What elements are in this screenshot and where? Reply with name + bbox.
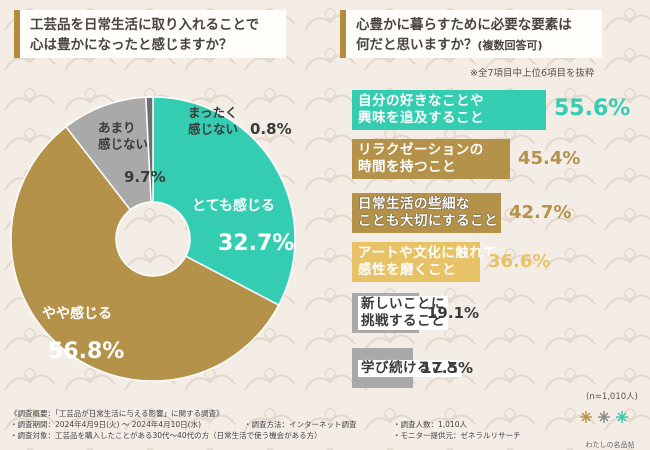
pie-value-2: 9.7%: [124, 168, 166, 186]
footer-period: ・調査期間：2024年4月9日(火) ～ 2024年4月10日(水): [10, 420, 202, 429]
pie-value-1: 56.8%: [48, 339, 124, 364]
pie-slice-0: [152, 96, 296, 307]
bar-label-1: リラクゼーションの 時間を持つこと: [358, 142, 484, 175]
brand-logo: わたしの名品帖: [580, 410, 640, 450]
bar-value-4: 19.1%: [427, 303, 480, 322]
brand-logo-text: わたしの名品帖: [585, 441, 635, 449]
bar-value-5: 17.5%: [421, 358, 474, 377]
left-question-text: 工芸品を日常生活に取り入れることで 心は豊かになったと感じますか？: [30, 17, 260, 53]
pie-label-3: まったく感じない: [188, 105, 238, 137]
footer-target: ・調査対象：工芸品を購入したことがある30代～40代の方（日常生活で使う機会があ…: [10, 431, 322, 440]
bar-row: アートや文化に触れて 感性を磨くこと 36.6%: [352, 242, 620, 282]
right-question-line1: 心豊かに暮らすために必要な要素は: [356, 17, 572, 33]
pie-label-1: やや感じる: [42, 305, 112, 322]
bar-3: [352, 242, 480, 282]
bar-value-2: 42.7%: [509, 201, 572, 223]
bar-label-0: 自分の好きなことや 興味を追及すること: [358, 93, 484, 126]
pie-label-2: あまり感じない: [98, 120, 148, 152]
right-question: 心豊かに暮らすために必要な要素は 何だと思いますか？(複数回答可): [340, 10, 602, 58]
pie-value-0: 32.7%: [218, 231, 294, 256]
footer-method-col: ・調査方法：インターネット調査: [244, 419, 357, 430]
left-question: 工芸品を日常生活に取り入れることで 心は豊かになったと感じますか？: [14, 10, 286, 58]
bar-row: 自分の好きなことや 興味を追及すること 55.6%: [352, 90, 630, 130]
bar-row: リラクゼーションの 時間を持つこと 45.4%: [352, 139, 620, 179]
bar-label-5: 学び続けること: [358, 360, 462, 377]
brand-logo-icon: [580, 411, 628, 423]
pie-value-3: 0.8%: [250, 120, 292, 138]
bar-value-0: 55.6%: [554, 96, 631, 122]
sample-note: (n=1,010人): [586, 392, 638, 402]
top-note: ※全7項目中上位6項目を抜粋: [470, 68, 595, 79]
footer-count: ・調査人数：1,010人: [393, 420, 467, 429]
right-question-line2: 何だと思いますか？: [356, 36, 478, 53]
bar-1: [352, 139, 510, 179]
bar-value-3: 36.6%: [488, 250, 551, 272]
pie-slice-1: [10, 125, 280, 382]
footer-title: 《調査概要：「工芸品が日常生活に与える影響」に関する調査》: [10, 409, 224, 418]
bar-label-2: 日常生活の些細な ことも大切にすること: [358, 196, 499, 229]
bar-row: 新しいことに 挑戦すること 19.1%: [352, 293, 620, 333]
right-question-suffix: (複数回答可): [477, 38, 543, 52]
survey-footer: 《調査概要：「工芸品が日常生活に与える影響」に関する調査》 ・調査期間：2024…: [10, 408, 322, 441]
donut-chart: とても感じる 32.7% やや感じる 56.8% あまり感じない 9.7% まったく感じない…: [10, 96, 296, 382]
bar-row: 日常生活の些細な ことも大切にすること 42.7%: [352, 193, 620, 233]
bar-0: [352, 90, 546, 130]
bar-2: [352, 193, 501, 233]
bar-value-1: 45.4%: [518, 147, 581, 169]
footer-provider: ・モニター提供元：ゼネラルリサーチ: [393, 431, 521, 440]
pie-label-0: とても感じる: [192, 197, 275, 214]
bar-label-3: アートや文化に触れて 感性を磨くこと: [358, 245, 497, 278]
bar-row: 学び続けること 17.5%: [352, 348, 620, 388]
bar-label-4: 新しいことに 挑戦すること: [358, 296, 448, 330]
footer-count-col: ・調査人数：1,010人 ・モニター提供元：ゼネラルリサーチ: [393, 419, 521, 441]
pie-slice-3: [145, 96, 154, 203]
footer-method: ・調査方法：インターネット調査: [244, 420, 357, 429]
